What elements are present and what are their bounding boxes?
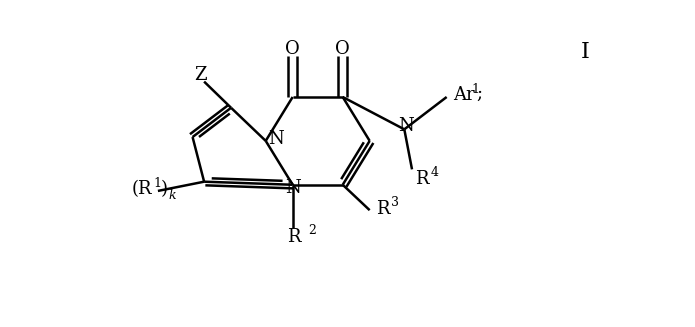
Text: ;: ; [476,85,482,103]
Text: 1: 1 [471,83,480,96]
Text: R: R [415,170,429,188]
Text: 1: 1 [154,177,161,190]
Text: O: O [335,40,350,58]
Text: R: R [288,228,301,246]
Text: I: I [581,41,589,63]
Text: 4: 4 [430,166,439,179]
Text: Z: Z [194,66,206,84]
Text: Ar: Ar [453,86,475,104]
Text: R: R [376,200,389,218]
Text: N: N [268,129,284,147]
Text: O: O [285,40,300,58]
Text: ): ) [161,181,168,198]
Text: k: k [169,189,177,202]
Text: 3: 3 [391,196,399,209]
Text: (R: (R [131,181,152,198]
Text: N: N [285,179,300,197]
Text: N: N [398,117,414,135]
Text: 2: 2 [308,224,316,237]
